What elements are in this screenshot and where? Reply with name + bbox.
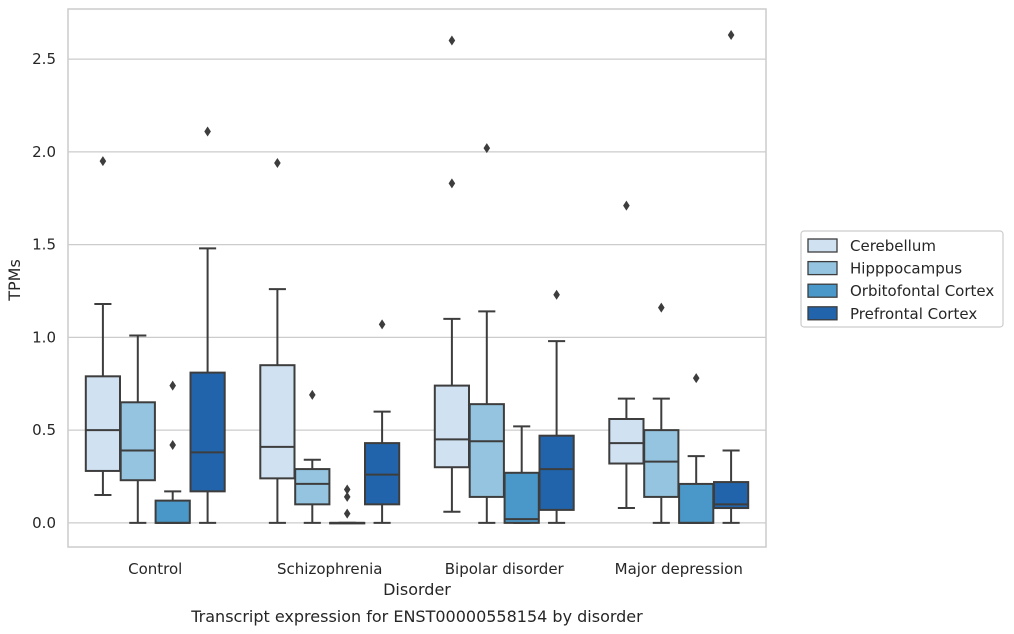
y-tick-label: 2.0 xyxy=(32,143,56,161)
box-prefrontal-cortex xyxy=(712,29,750,524)
outlier-point xyxy=(448,35,456,46)
y-tick-label: 0.0 xyxy=(32,514,56,532)
box-prefrontal-cortex xyxy=(538,289,575,524)
x-tick-label: Bipolar disorder xyxy=(445,560,565,578)
y-tick-label: 1.0 xyxy=(32,328,56,346)
outlier-point xyxy=(343,491,351,502)
box-body xyxy=(294,468,331,506)
outlier-point xyxy=(623,200,630,211)
y-tick-label: 1.5 xyxy=(32,236,56,254)
box-hipppocampus xyxy=(643,302,680,524)
box-body xyxy=(154,499,191,524)
box-body xyxy=(678,482,715,524)
box-orbitofontal-cortex xyxy=(503,425,540,524)
box-body xyxy=(503,471,540,524)
box-body xyxy=(643,429,680,498)
legend-frame xyxy=(800,230,1004,328)
outlier-point xyxy=(169,439,176,450)
y-tick-label: 2.5 xyxy=(32,50,56,68)
legend-label: Prefrontal Cortex xyxy=(850,305,977,323)
box-body xyxy=(259,364,296,480)
box-prefrontal-cortex xyxy=(189,126,226,524)
outlier-point xyxy=(378,319,386,330)
x-axis-title: Disorder xyxy=(383,580,451,599)
outlier-point xyxy=(169,380,176,391)
outlier-point xyxy=(204,126,211,137)
box-orbitofontal-cortex xyxy=(678,373,715,524)
box-hipppocampus xyxy=(468,143,505,524)
y-tick-label: 0.5 xyxy=(32,421,56,439)
box-cerebellum xyxy=(259,157,296,524)
legend: Cerebellum Hipppocampus Orbitofontal Corte… xyxy=(800,230,1004,328)
outlier-point xyxy=(727,29,735,40)
outlier-point xyxy=(658,302,665,313)
outlier-point xyxy=(343,484,351,495)
box-cerebellum xyxy=(84,156,122,497)
legend-swatch xyxy=(807,283,838,298)
x-tick-labels: Control Schizophrenia Bipolar disorder Majo… xyxy=(128,560,743,578)
y-tick-labels: 0.0 0.5 1.0 1.5 2.0 2.5 xyxy=(32,50,56,532)
outlier-point xyxy=(99,156,107,167)
outlier-point xyxy=(483,143,491,154)
box-body xyxy=(468,403,505,498)
box-body xyxy=(433,384,471,469)
box-hipppocampus xyxy=(119,334,156,524)
outlier-point xyxy=(343,508,351,519)
box-body xyxy=(84,375,122,472)
plot-frame xyxy=(67,8,767,548)
outlier-point xyxy=(553,289,560,300)
x-tick-label: Major depression xyxy=(615,560,743,578)
box-cerebellum xyxy=(608,200,645,510)
y-axis-title: TPMs xyxy=(5,259,24,302)
x-tick-label: Control xyxy=(128,560,182,578)
box-orbitofontal-cortex xyxy=(154,380,191,524)
box-body xyxy=(538,434,575,511)
outlier-point xyxy=(448,178,456,189)
chart-caption: Transcript expression for ENST0000055815… xyxy=(190,607,643,626)
box-prefrontal-cortex xyxy=(363,319,401,524)
box-body xyxy=(189,371,226,493)
legend-label: Cerebellum xyxy=(850,237,936,255)
box-series xyxy=(84,29,750,525)
box-hipppocampus xyxy=(294,389,331,524)
grid-lines xyxy=(68,58,766,524)
x-tick-label: Schizophrenia xyxy=(277,560,382,578)
box-body xyxy=(608,417,645,465)
legend-swatch xyxy=(807,306,838,321)
box-body xyxy=(119,401,156,482)
outlier-point xyxy=(692,373,700,384)
outlier-point xyxy=(309,389,316,400)
outlier-point xyxy=(274,157,281,168)
box-orbitofontal-cortex xyxy=(329,484,366,525)
legend-label: Orbitofontal Cortex xyxy=(850,282,994,300)
legend-swatch xyxy=(807,260,838,276)
legend-swatch xyxy=(807,238,838,253)
box-cerebellum xyxy=(433,35,471,513)
legend-label: Hipppocampus xyxy=(850,260,962,278)
